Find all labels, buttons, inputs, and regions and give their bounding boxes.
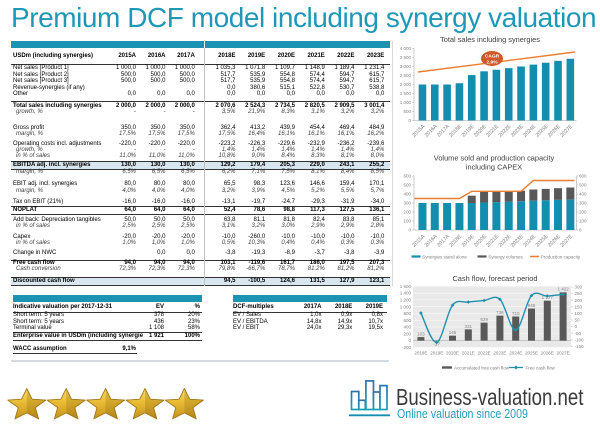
svg-text:Cash flow, forecast period: Cash flow, forecast period [452,274,537,283]
svg-text:2027E: 2027E [557,350,570,355]
svg-text:300: 300 [579,201,587,206]
svg-text:1 422: 1 422 [557,287,569,292]
svg-text:300: 300 [403,201,411,206]
svg-text:Total sales including synergie: Total sales including synergies [440,35,540,44]
svg-text:529: 529 [480,317,488,322]
svg-text:-100: -100 [575,337,585,342]
svg-text:Free cash flow: Free cash flow [526,365,556,370]
svg-text:-50: -50 [575,331,582,336]
svg-text:1 177: 1 177 [542,295,554,300]
svg-text:1 000: 1 000 [400,100,412,105]
svg-text:2024E: 2024E [509,350,522,355]
svg-text:2022E: 2022E [478,350,491,355]
svg-text:331: 331 [465,324,473,329]
svg-text:-200: -200 [402,345,412,350]
svg-text:2018E: 2018E [414,350,427,355]
svg-text:2025E: 2025E [525,350,538,355]
svg-text:3 000: 3 000 [400,64,412,69]
svg-text:200: 200 [575,298,583,303]
svg-text:500: 500 [403,183,411,188]
svg-text:Synergies stand alone: Synergies stand alone [422,254,467,259]
svg-text:CAGR: CAGR [485,53,500,59]
svg-text:0: 0 [575,324,578,329]
svg-text:4 000: 4 000 [400,46,412,51]
svg-text:1 200: 1 200 [400,298,412,303]
svg-text:600: 600 [403,174,411,179]
svg-text:400: 400 [403,192,411,197]
svg-text:50: 50 [575,318,581,323]
svg-text:-17: -17 [433,342,440,347]
svg-text:200: 200 [579,210,587,215]
svg-text:1 000: 1 000 [400,304,412,309]
svg-text:-150: -150 [575,344,585,349]
svg-text:2027E: 2027E [559,233,574,248]
svg-text:736: 736 [496,310,504,315]
svg-text:200: 200 [403,331,411,336]
svg-text:including CAPEX: including CAPEX [466,163,522,172]
svg-text:400: 400 [403,325,411,330]
svg-text:100: 100 [403,219,411,224]
svg-text:1 600: 1 600 [400,284,412,289]
svg-text:0: 0 [408,338,411,343]
svg-text:500: 500 [579,183,587,188]
svg-text:2027E: 2027E [559,123,574,138]
svg-text:600: 600 [579,174,587,179]
svg-text:103: 103 [417,332,425,337]
svg-text:500: 500 [403,109,411,114]
svg-text:100: 100 [575,311,583,316]
svg-text:Accumulated free cash flow: Accumulated free cash flow [454,365,510,370]
svg-text:2023E: 2023E [510,123,525,138]
svg-text:2018E: 2018E [448,123,463,138]
svg-text:2019E: 2019E [430,350,443,355]
svg-text:150: 150 [575,304,583,309]
svg-text:300: 300 [575,285,583,290]
svg-text:2023E: 2023E [510,233,525,248]
svg-text:2 000: 2 000 [400,82,412,87]
svg-text:2021E: 2021E [462,350,475,355]
svg-text:2,9%: 2,9% [486,59,498,65]
svg-text:2018E: 2018E [448,233,463,248]
svg-text:0: 0 [408,118,411,123]
svg-text:Volume sold and production cap: Volume sold and production capacity [434,154,555,163]
svg-text:0: 0 [408,228,411,233]
svg-text:100: 100 [579,219,587,224]
svg-text:2026E: 2026E [541,350,554,355]
svg-text:2020E: 2020E [446,350,459,355]
svg-text:945: 945 [528,303,536,308]
svg-text:1 500: 1 500 [400,91,412,96]
svg-text:1 400: 1 400 [400,291,412,296]
svg-text:0: 0 [579,228,582,233]
svg-text:Production capacity: Production capacity [541,254,581,259]
svg-text:3 500: 3 500 [400,55,412,60]
svg-text:2 500: 2 500 [400,73,412,78]
svg-text:400: 400 [579,192,587,197]
svg-text:Synergy volumes: Synergy volumes [488,254,523,259]
svg-text:250: 250 [575,291,583,296]
svg-text:600: 600 [403,318,411,323]
svg-text:145: 145 [449,330,457,335]
svg-text:710: 710 [512,311,520,316]
svg-text:2023E: 2023E [493,350,506,355]
svg-text:800: 800 [403,311,411,316]
svg-text:200: 200 [403,210,411,215]
